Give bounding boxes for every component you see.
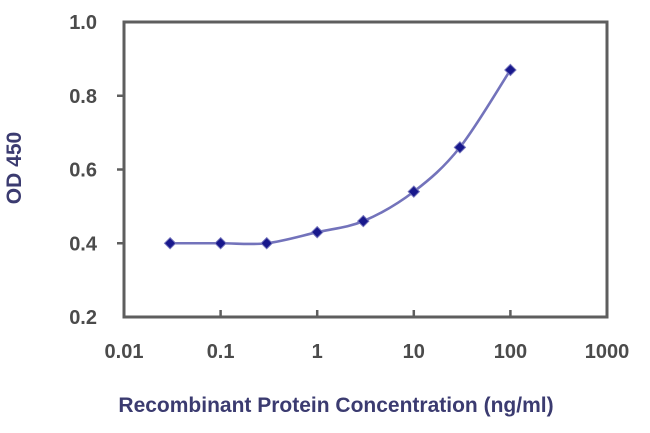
data-point-marker <box>163 236 177 250</box>
y-tick-label: 0.8 <box>69 86 97 108</box>
x-tick-label: 1000 <box>585 341 630 363</box>
y-tick-label: 0.4 <box>69 233 98 255</box>
x-tick-label: 100 <box>494 341 527 363</box>
data-point-marker <box>214 236 227 250</box>
data-series <box>163 63 517 250</box>
x-tick-label: 10 <box>403 341 425 363</box>
data-point-marker <box>356 214 370 228</box>
y-tick-label: 0.6 <box>69 160 97 182</box>
x-tick-label: 1 <box>312 341 323 363</box>
y-axis-title: OD 450 <box>3 132 26 204</box>
data-point-marker <box>260 236 273 250</box>
x-axis-title: Recombinant Protein Concentration (ng/ml… <box>118 394 553 417</box>
plot-border <box>122 20 609 319</box>
x-tick-label: 0.01 <box>105 341 144 363</box>
y-axis-ticks <box>117 94 124 245</box>
data-point-marker <box>504 63 517 77</box>
y-tick-labels: 0.2 0.4 0.6 0.8 1.0 <box>69 12 98 329</box>
x-tick-label: 0.1 <box>207 341 235 363</box>
data-point-marker <box>310 225 324 239</box>
data-point-marker <box>453 141 467 154</box>
y-tick-label: 1.0 <box>69 12 97 34</box>
x-axis-ticks <box>219 310 512 317</box>
plot-area <box>122 20 609 319</box>
y-tick-label: 0.2 <box>69 307 97 329</box>
x-tick-labels: 0.01 0.1 1 10 100 1000 <box>105 341 630 363</box>
data-point-marker <box>407 185 421 198</box>
